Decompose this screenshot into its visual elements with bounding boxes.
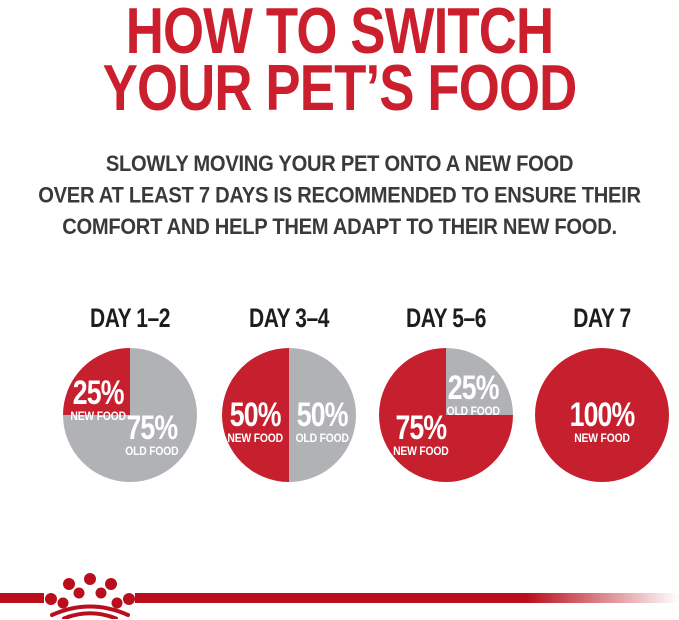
old-food-name: OLD FOOD [124, 446, 179, 459]
brand-bar-left-segment [0, 593, 44, 603]
day-label: DAY 1–2 [90, 303, 170, 334]
pie-column-day-3-4: DAY 3–4 50% NEW FOOD 50% OLD FOOD [214, 303, 364, 482]
pie-chart-day-5-6: 25% OLD FOOD 75% NEW FOOD [379, 348, 513, 482]
new-food-name: NEW FOOD [227, 432, 284, 445]
new-food-name: NEW FOOD [70, 411, 126, 424]
old-food-name: OLD FOOD [295, 432, 350, 445]
new-food-name: NEW FOOD [392, 446, 449, 459]
new-food-percent: 100% [569, 395, 636, 434]
day-label: DAY 3–4 [249, 303, 329, 334]
new-food-slice-label: 75% NEW FOOD [386, 408, 456, 459]
pie-column-day-5-6: DAY 5–6 25% OLD FOOD 75% NEW FOOD [371, 303, 521, 482]
old-food-slice-label: 75% OLD FOOD [113, 408, 191, 459]
old-food-percent: 75% [126, 408, 178, 448]
royal-canin-crown-logo [45, 573, 135, 619]
old-food-slice-label: 25% OLD FOOD [437, 368, 509, 419]
page-title-line2: YOUR PET’S FOOD [102, 51, 578, 125]
new-food-percent: 75% [395, 408, 447, 448]
pie-chart-day-7: 100% NEW FOOD [535, 348, 669, 482]
new-food-slice-label: 25% NEW FOOD [66, 373, 130, 424]
page-title-line1: HOW TO SWITCH [125, 0, 554, 67]
subtitle-line1: SLOWLY MOVING YOUR PET ONTO A NEW FOOD [105, 152, 574, 177]
pie-column-day-1-2: DAY 1–2 25% NEW FOOD 75% OLD FOOD [55, 303, 205, 482]
new-food-slice-label: 100% NEW FOOD [535, 395, 669, 445]
new-food-percent: 50% [230, 395, 282, 434]
subtitle-line3: COMFORT AND HELP THEM ADAPT TO THEIR NEW… [62, 215, 617, 240]
new-food-name: NEW FOOD [574, 432, 630, 445]
subtitle: SLOWLY MOVING YOUR PET ONTO A NEW FOOD O… [14, 149, 666, 244]
new-food-slice-label: 50% NEW FOOD [223, 395, 287, 445]
old-food-percent: 25% [447, 368, 499, 407]
old-food-percent: 50% [297, 395, 349, 434]
day-label: DAY 5–6 [406, 303, 486, 334]
old-food-slice-label: 50% OLD FOOD [290, 395, 354, 445]
old-food-name: OLD FOOD [446, 406, 500, 419]
pie-chart-day-1-2: 25% NEW FOOD 75% OLD FOOD [63, 348, 197, 482]
page-title: HOW TO SWITCH YOUR PET’S FOOD [41, 0, 639, 125]
new-food-percent: 25% [72, 373, 124, 413]
subtitle-line2: OVER AT LEAST 7 DAYS IS RECOMMENDED TO E… [38, 183, 641, 208]
day-label: DAY 7 [573, 303, 631, 334]
pie-chart-day-3-4: 50% NEW FOOD 50% OLD FOOD [222, 348, 356, 482]
brand-bar-right-segment [135, 593, 679, 603]
pie-column-day-7: DAY 7 100% NEW FOOD [527, 303, 677, 482]
